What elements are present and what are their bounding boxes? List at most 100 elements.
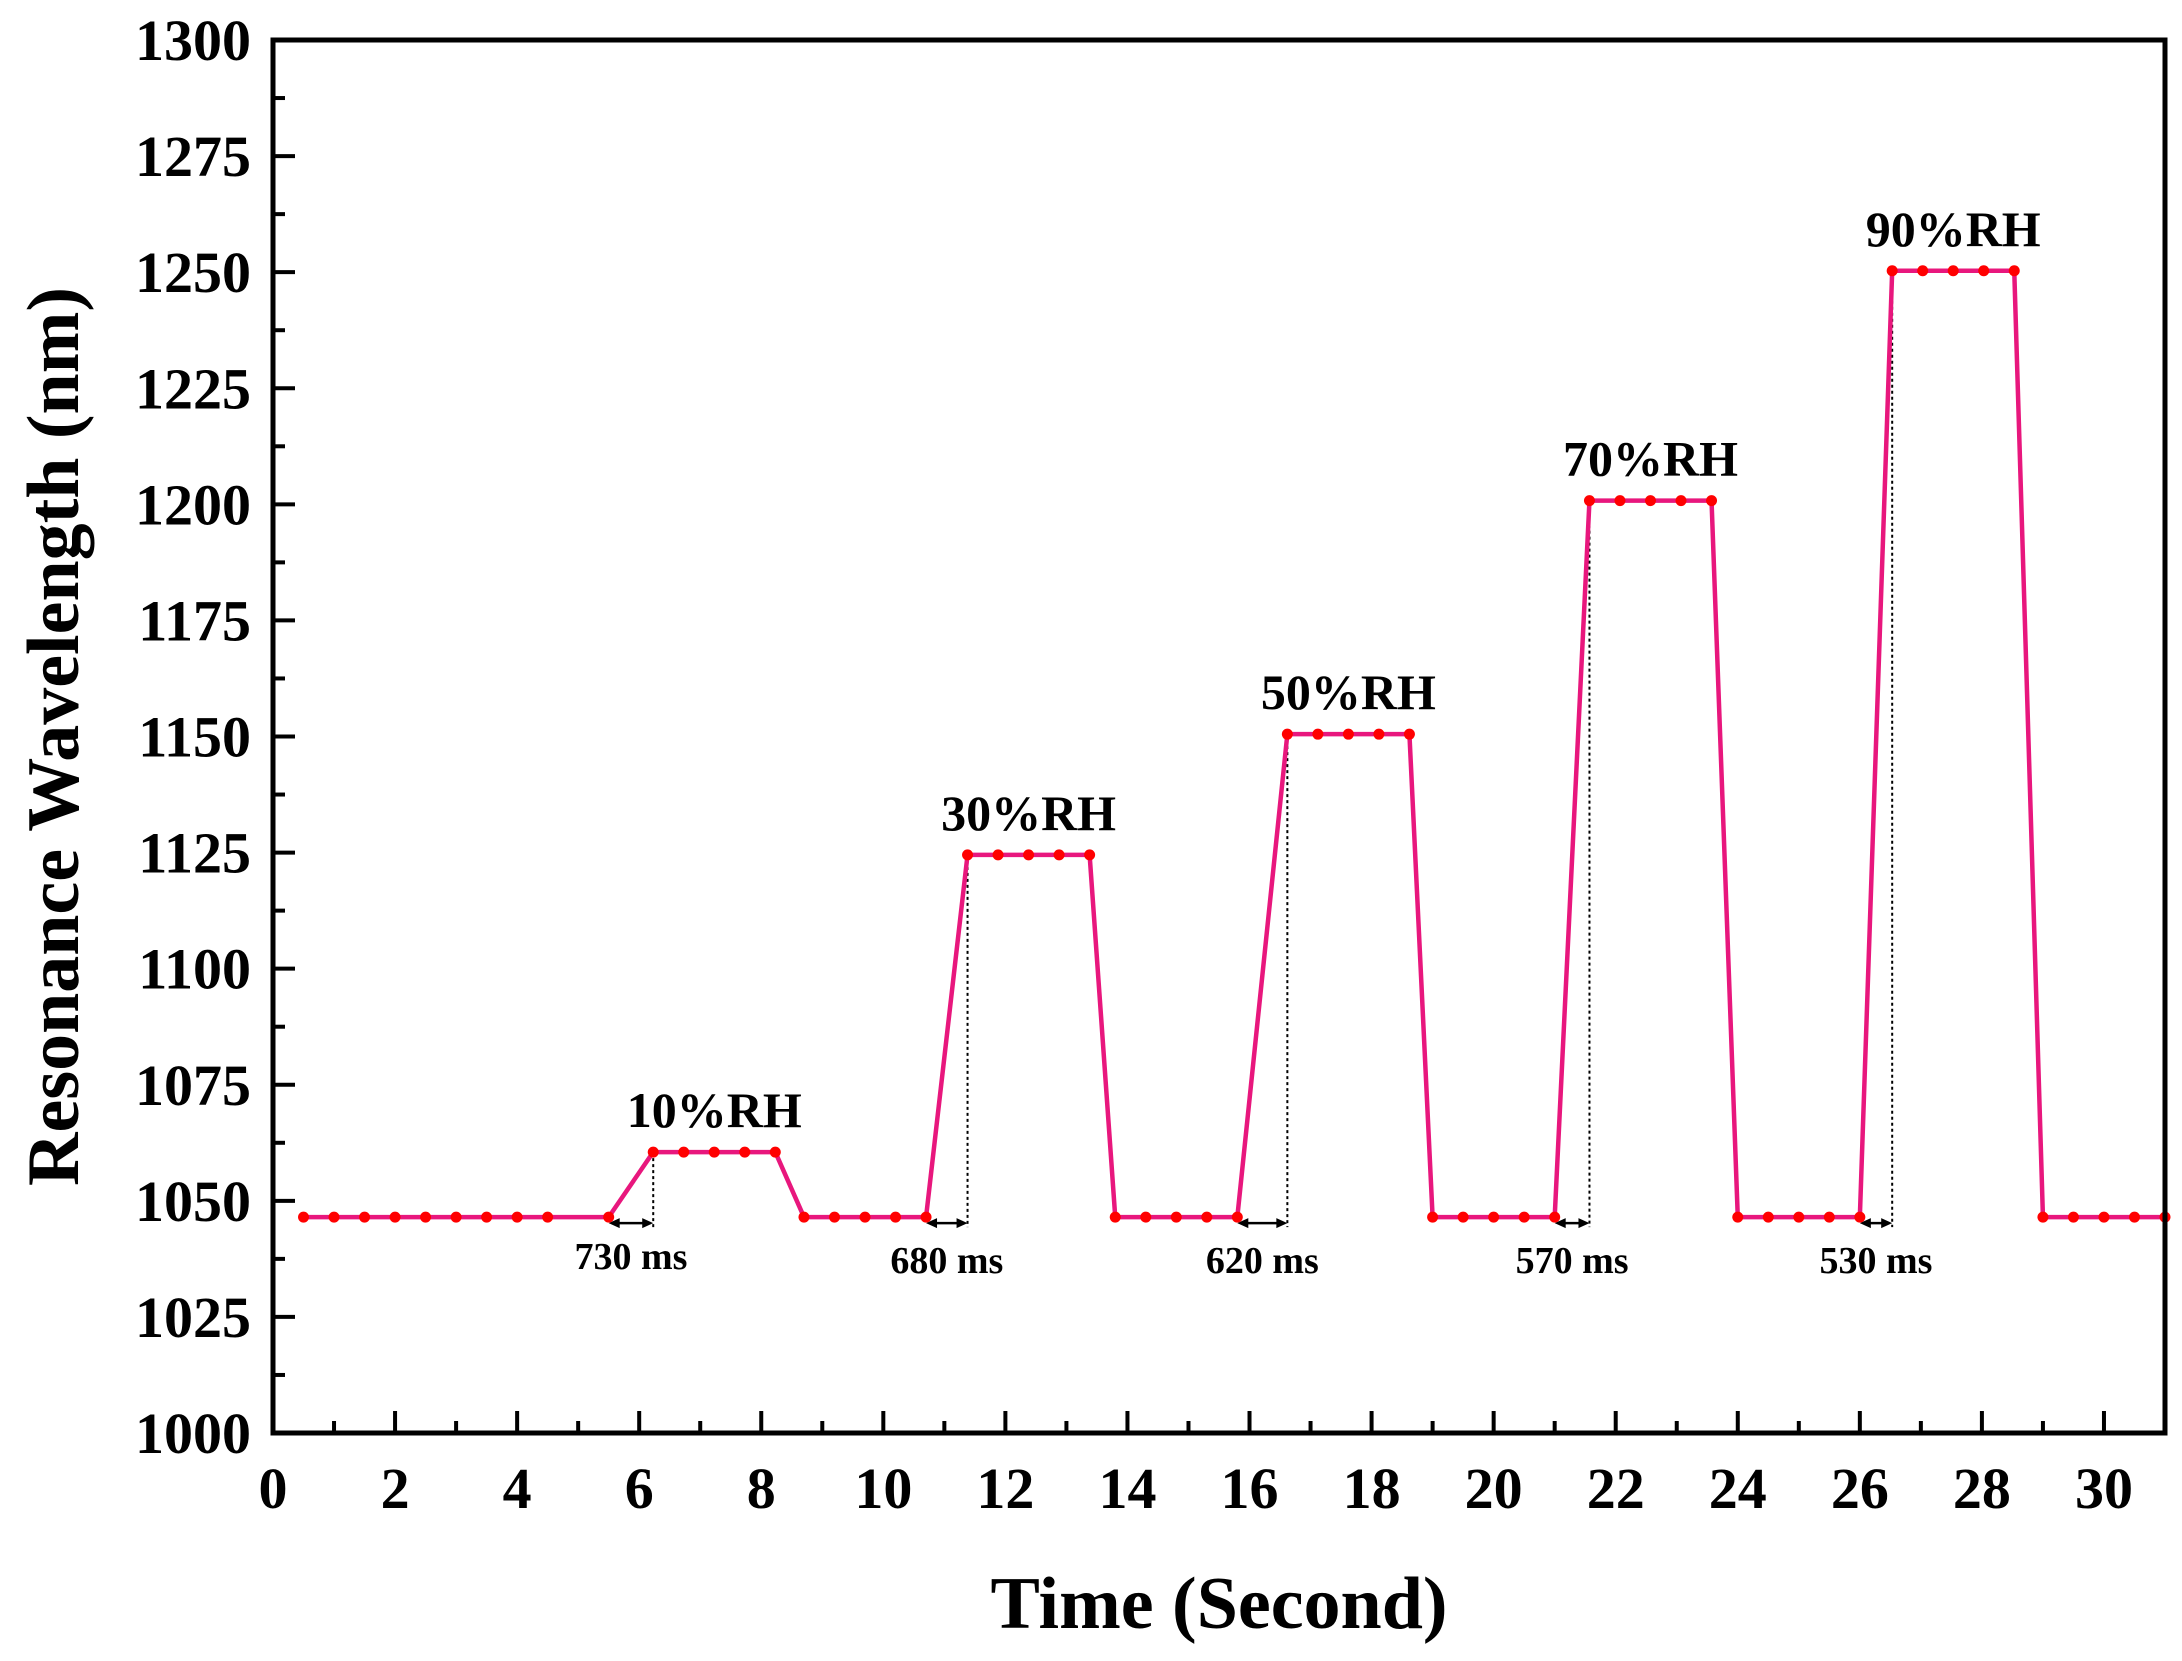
y-tick-label: 1250 bbox=[135, 240, 251, 305]
data-point bbox=[328, 1211, 340, 1223]
data-point bbox=[1762, 1211, 1774, 1223]
data-point bbox=[828, 1211, 840, 1223]
x-tick-label: 2 bbox=[381, 1456, 410, 1521]
y-tick-label: 1275 bbox=[135, 124, 251, 189]
data-point bbox=[1583, 495, 1595, 507]
plot-frame bbox=[270, 37, 2168, 1436]
x-tick-label: 18 bbox=[1343, 1456, 1401, 1521]
y-tick-label: 1150 bbox=[138, 705, 251, 770]
data-point bbox=[1109, 1211, 1121, 1223]
response-arrow-head-left bbox=[1859, 1218, 1871, 1229]
x-tick-label: 0 bbox=[259, 1456, 288, 1521]
x-tick-label: 8 bbox=[747, 1456, 776, 1521]
data-point bbox=[1706, 495, 1718, 507]
y-tick-label: 1300 bbox=[135, 8, 251, 73]
response-arrow-head-right bbox=[1578, 1218, 1590, 1229]
x-tick-label: 4 bbox=[503, 1456, 532, 1521]
data-point bbox=[1644, 495, 1656, 507]
data-point bbox=[769, 1146, 781, 1158]
data-markers bbox=[298, 265, 2171, 1223]
data-point bbox=[1053, 849, 1065, 861]
data-point bbox=[1373, 728, 1385, 740]
data-point bbox=[298, 1211, 310, 1223]
axis-tick-labels: 0 2 4 6 8 10 12 14 16 18 20 22 24 26 28 301000102510501… bbox=[135, 8, 2133, 1521]
data-point bbox=[1170, 1211, 1182, 1223]
data-point bbox=[1427, 1211, 1439, 1223]
data-point bbox=[1140, 1211, 1152, 1223]
response-annotations: 730 ms 680 ms 620 ms 570 ms 530 ms bbox=[574, 270, 1933, 1282]
y-tick-label: 1175 bbox=[138, 588, 251, 653]
data-point bbox=[1978, 265, 1990, 277]
data-point bbox=[1947, 265, 1959, 277]
data-point bbox=[992, 849, 1004, 861]
x-tick-label: 16 bbox=[1221, 1456, 1279, 1521]
data-point bbox=[678, 1146, 690, 1158]
response-arrow-head-right bbox=[1881, 1218, 1893, 1229]
data-point bbox=[1403, 728, 1415, 740]
data-point bbox=[2008, 265, 2020, 277]
response-time-label: 680 ms bbox=[890, 1240, 1003, 1282]
data-point bbox=[920, 1211, 932, 1223]
data-point bbox=[1854, 1211, 1866, 1223]
data-point bbox=[450, 1211, 462, 1223]
data-point bbox=[1732, 1211, 1744, 1223]
data-point bbox=[1886, 265, 1898, 277]
rh-label: 90%RH bbox=[1866, 201, 2041, 257]
x-tick-label: 14 bbox=[1098, 1456, 1156, 1521]
data-point bbox=[1457, 1211, 1469, 1223]
response-arrow-head-right bbox=[956, 1218, 968, 1229]
data-point bbox=[798, 1211, 810, 1223]
x-tick-label: 30 bbox=[2075, 1456, 2133, 1521]
data-point bbox=[1084, 849, 1096, 861]
data-point bbox=[2128, 1211, 2140, 1223]
x-tick-label: 20 bbox=[1465, 1456, 1523, 1521]
y-tick-label: 1100 bbox=[138, 937, 251, 1002]
data-point bbox=[1917, 265, 1929, 277]
response-time-label: 570 ms bbox=[1516, 1240, 1629, 1282]
data-point bbox=[647, 1146, 659, 1158]
x-tick-label: 24 bbox=[1709, 1456, 1767, 1521]
data-point bbox=[542, 1211, 554, 1223]
axis-ticks bbox=[271, 38, 2106, 1435]
data-point bbox=[1793, 1211, 1805, 1223]
rh-label: 50%RH bbox=[1261, 664, 1436, 720]
response-arrow-head-right bbox=[1276, 1218, 1288, 1229]
data-point bbox=[481, 1211, 493, 1223]
response-time-label: 620 ms bbox=[1206, 1240, 1319, 1282]
series-line bbox=[303, 268, 2165, 1220]
rh-label: 70%RH bbox=[1563, 431, 1738, 487]
response-arrow-head-right bbox=[642, 1218, 654, 1229]
data-point bbox=[1488, 1211, 1500, 1223]
data-point bbox=[420, 1211, 432, 1223]
response-arrow-head-left bbox=[608, 1218, 620, 1229]
y-tick-label: 1225 bbox=[135, 356, 251, 421]
y-tick-label: 1075 bbox=[135, 1053, 251, 1118]
data-point bbox=[890, 1211, 902, 1223]
data-point bbox=[1201, 1211, 1213, 1223]
data-point bbox=[1281, 728, 1293, 740]
data-point bbox=[1675, 495, 1687, 507]
data-point bbox=[1342, 728, 1354, 740]
data-point bbox=[1518, 1211, 1530, 1223]
data-point bbox=[2037, 1211, 2049, 1223]
data-point bbox=[1023, 849, 1035, 861]
data-point bbox=[2067, 1211, 2079, 1223]
data-point bbox=[603, 1211, 615, 1223]
data-point bbox=[389, 1211, 401, 1223]
data-point bbox=[2098, 1211, 2110, 1223]
data-point bbox=[511, 1211, 523, 1223]
response-time-label: 530 ms bbox=[1820, 1240, 1933, 1282]
y-tick-label: 1050 bbox=[135, 1169, 251, 1234]
data-point bbox=[1312, 728, 1324, 740]
x-axis-title: Time (Second) bbox=[990, 1563, 1447, 1645]
x-tick-label: 10 bbox=[854, 1456, 912, 1521]
data-point bbox=[962, 849, 974, 861]
data-point bbox=[1231, 1211, 1243, 1223]
y-tick-label: 1025 bbox=[135, 1285, 251, 1350]
data-point bbox=[1549, 1211, 1561, 1223]
x-tick-label: 26 bbox=[1831, 1456, 1889, 1521]
response-arrow-head-left bbox=[1554, 1218, 1566, 1229]
x-tick-label: 6 bbox=[625, 1456, 654, 1521]
x-tick-label: 28 bbox=[1953, 1456, 2011, 1521]
